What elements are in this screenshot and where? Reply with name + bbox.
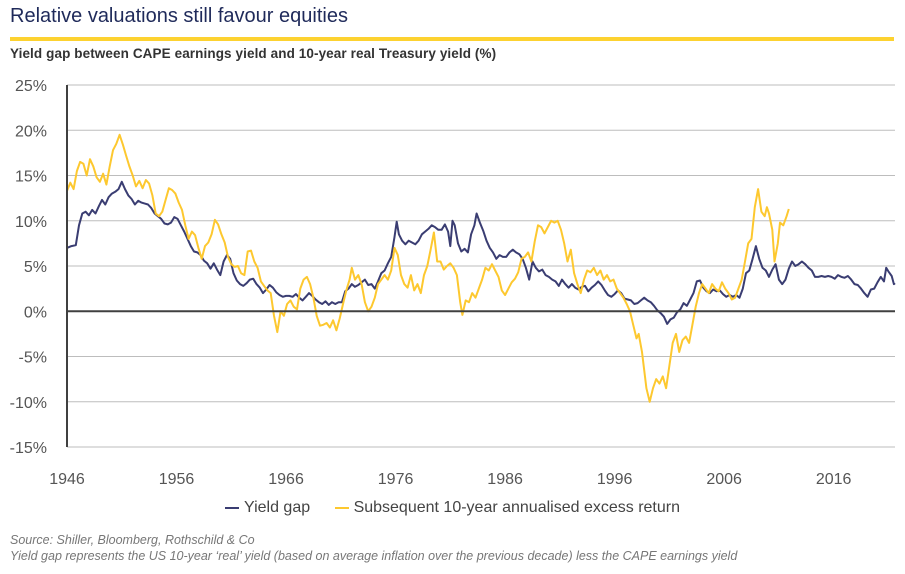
chart-subtitle: Yield gap between CAPE earnings yield an… — [10, 46, 497, 61]
x-tick-label: 1996 — [597, 471, 633, 488]
legend-label: Yield gap — [243, 499, 311, 516]
gridlines — [67, 84, 895, 448]
legend: Yield gap Subsequent 10-year annualised … — [0, 496, 905, 517]
x-tick-label: 2016 — [816, 471, 852, 488]
x-tick-label: 1966 — [268, 471, 304, 488]
legend-label: Subsequent 10-year annualised excess ret… — [353, 499, 680, 516]
x-tick-label: 1946 — [49, 471, 85, 488]
x-tick-label: 1986 — [487, 471, 523, 488]
x-tick-label: 1976 — [378, 471, 414, 488]
y-tick-label: 15% — [15, 169, 47, 186]
series-line-yield-gap — [66, 180, 896, 325]
series-lines — [66, 133, 896, 403]
source-note: Source: Shiller, Bloomberg, Rothschild &… — [10, 533, 255, 547]
y-tick-label: -10% — [10, 395, 47, 412]
series-line-excess-return — [66, 133, 790, 403]
y-axis-ticks: 25% 20% 15% 10% 5% 0% -5% -10% -15% — [10, 78, 47, 457]
chart-title: Relative valuations still favour equitie… — [10, 5, 348, 27]
y-tick-label: 20% — [15, 123, 47, 140]
legend-item-yield-gap: Yield gap — [224, 499, 311, 517]
legend-swatch-yield-gap — [224, 507, 239, 509]
y-tick-label: 10% — [15, 214, 47, 231]
x-tick-label: 1956 — [159, 471, 195, 488]
x-axis-ticks: 1946 1956 1966 1976 1986 1996 2006 2016 — [49, 471, 851, 488]
legend-swatch-excess-return — [334, 507, 349, 509]
definition-note: Yield gap represents the US 10-year ‘rea… — [10, 549, 738, 563]
y-tick-label: 5% — [24, 259, 47, 276]
x-tick-label: 2006 — [706, 471, 742, 488]
y-tick-label: 25% — [15, 78, 47, 95]
title-rule — [10, 37, 894, 41]
y-tick-label: -5% — [19, 350, 47, 367]
legend-item-excess-return: Subsequent 10-year annualised excess ret… — [334, 499, 680, 517]
y-tick-label: 0% — [24, 304, 47, 321]
y-tick-label: -15% — [10, 440, 47, 457]
